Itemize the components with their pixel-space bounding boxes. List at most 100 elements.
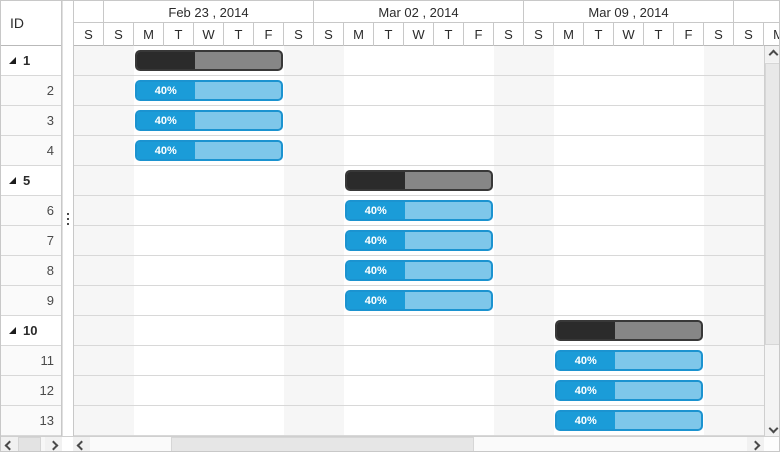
taskbar[interactable]: 40% [555, 380, 703, 401]
taskbar[interactable]: 40% [345, 230, 493, 251]
taskbar-progress: 40% [347, 202, 405, 219]
chevron-up-icon [768, 49, 778, 59]
day-header-cell: M [344, 23, 374, 46]
timeline-day-row: SSMTWTFSSMTWTFSSMTWTFSSM [74, 23, 779, 46]
id-column-header: ID [1, 1, 61, 46]
day-header-cell: T [224, 23, 254, 46]
grid-row-id-2[interactable]: 2 [1, 76, 61, 106]
vertical-scrollbar-thumb[interactable] [765, 63, 779, 345]
taskbar-progress-label: 40% [574, 384, 597, 397]
summary-taskbar[interactable] [345, 170, 493, 191]
grid-scroll-left-button[interactable] [1, 437, 18, 451]
collapse-arrow-icon[interactable] [9, 177, 16, 184]
chart-row-4: 40% [74, 136, 779, 166]
collapse-arrow-icon[interactable] [9, 57, 16, 64]
splitter-grip-icon [67, 217, 69, 220]
day-header-cell: S [74, 23, 104, 46]
taskbar-progress: 40% [557, 352, 615, 369]
day-header-cell: F [674, 23, 704, 46]
taskbar-progress-label: 40% [154, 114, 177, 127]
day-header-cell: M [134, 23, 164, 46]
taskbar-progress: 40% [557, 412, 615, 429]
grid-row-id-6[interactable]: 6 [1, 196, 61, 226]
weekend-band [734, 46, 764, 436]
chart-row-12: 40% [74, 376, 779, 406]
week-header-cell: Mar 09 , 2014 [524, 1, 734, 23]
row-id-label: 1 [23, 53, 31, 68]
summary-taskbar[interactable] [135, 50, 283, 71]
chevron-right-icon [48, 440, 59, 450]
chevron-right-icon [750, 440, 761, 450]
grid-row-id-12[interactable]: 12 [1, 376, 61, 406]
grid-chart-splitter[interactable] [62, 1, 73, 436]
taskbar-progress-label: 40% [574, 354, 597, 367]
collapse-arrow-icon[interactable] [9, 327, 16, 334]
chevron-down-icon [768, 423, 778, 433]
grid-scrollbar-thumb[interactable] [18, 437, 41, 451]
row-id-label: 3 [46, 113, 54, 128]
weekend-band [494, 46, 524, 436]
chart-row-9: 40% [74, 286, 779, 316]
taskbar-progress: 40% [137, 82, 195, 99]
weekend-band [524, 46, 554, 436]
taskbar[interactable]: 40% [555, 410, 703, 431]
chart-scroll-left-button[interactable] [73, 437, 90, 451]
day-header-cell: T [584, 23, 614, 46]
taskbar-progress [347, 172, 405, 189]
chart-body: 40% 40% 40% 40% 40% 40% 40% 40% 40% 40% [73, 46, 779, 436]
grid-row-id-7[interactable]: 7 [1, 226, 61, 256]
grid-scroll-right-button[interactable] [45, 437, 62, 451]
row-id-label: 2 [46, 83, 54, 98]
week-header-cell: Mar 02 , 2014 [314, 1, 524, 23]
chart-row-13: 40% [74, 406, 779, 436]
taskbar[interactable]: 40% [345, 200, 493, 221]
grid-row-id-1[interactable]: 1 [1, 46, 61, 76]
horizontal-scrollbar-row [1, 436, 779, 451]
grid-row-id-5[interactable]: 5 [1, 166, 61, 196]
grid-row-id-8[interactable]: 8 [1, 256, 61, 286]
row-id-label: 5 [23, 173, 31, 188]
chevron-left-icon [4, 440, 15, 450]
chart-horizontal-scrollbar[interactable] [73, 437, 764, 451]
taskbar-progress: 40% [347, 232, 405, 249]
taskbar[interactable]: 40% [135, 80, 283, 101]
grid-row-id-4[interactable]: 4 [1, 136, 61, 166]
taskbar[interactable]: 40% [135, 110, 283, 131]
row-id-label: 12 [39, 383, 54, 398]
taskbar-progress-label: 40% [364, 204, 387, 217]
grid-row-id-13[interactable]: 13 [1, 406, 61, 436]
taskbar[interactable]: 40% [345, 260, 493, 281]
grid-row-id-10[interactable]: 10 [1, 316, 61, 346]
grid-row-id-3[interactable]: 3 [1, 106, 61, 136]
chart-scrollbar-thumb[interactable] [171, 437, 474, 451]
scrollbar-corner [764, 437, 779, 451]
vertical-scrollbar[interactable] [764, 46, 779, 436]
chevron-left-icon [76, 440, 87, 450]
week-header-cell [734, 1, 779, 23]
chart-row-3: 40% [74, 106, 779, 136]
chart-scroll-right-button[interactable] [747, 437, 764, 451]
taskbar-progress [557, 322, 615, 339]
summary-taskbar[interactable] [555, 320, 703, 341]
grid-row-id-9[interactable]: 9 [1, 286, 61, 316]
grid-row-id-11[interactable]: 11 [1, 346, 61, 376]
taskbar-progress: 40% [137, 142, 195, 159]
day-header-cell: T [164, 23, 194, 46]
taskbar-progress: 40% [347, 292, 405, 309]
chart-row-10 [74, 316, 779, 346]
weekend-band [704, 46, 734, 436]
taskbar[interactable]: 40% [345, 290, 493, 311]
grid-horizontal-scrollbar[interactable] [1, 437, 62, 451]
row-id-label: 10 [23, 323, 38, 338]
taskbar[interactable]: 40% [135, 140, 283, 161]
scroll-down-button[interactable] [765, 420, 779, 436]
taskbar-progress-label: 40% [364, 294, 387, 307]
weekend-band [74, 46, 104, 436]
scrollbar-gap [62, 437, 73, 451]
row-id-label: 8 [46, 263, 54, 278]
taskbar[interactable]: 40% [555, 350, 703, 371]
day-header-cell: S [314, 23, 344, 46]
scroll-up-button[interactable] [765, 46, 779, 62]
chart-row-5 [74, 166, 779, 196]
